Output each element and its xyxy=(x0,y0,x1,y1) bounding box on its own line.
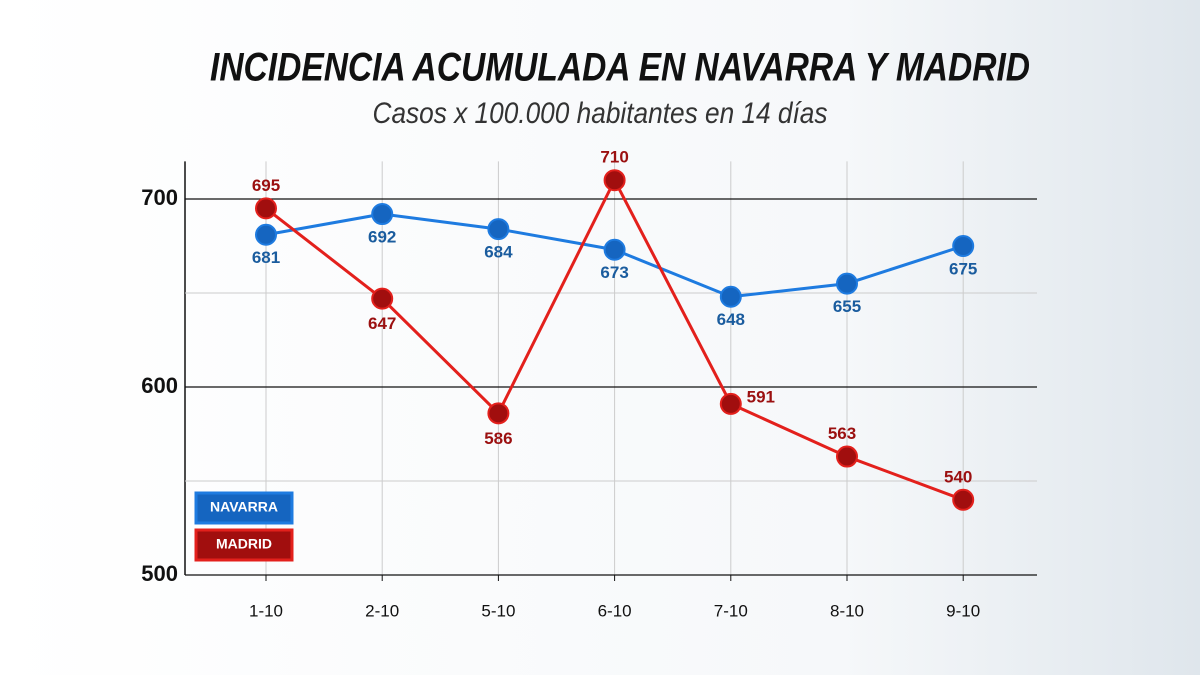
data-label: 591 xyxy=(747,387,775,406)
x-tick-label: 2-10 xyxy=(365,601,399,620)
chart-subtitle: Casos x 100.000 habitantes en 14 días xyxy=(373,97,828,130)
data-point xyxy=(836,272,858,295)
y-tick-label: 700 xyxy=(141,185,178,210)
y-tick-label: 500 xyxy=(141,561,178,586)
data-point xyxy=(371,287,394,310)
legend-label: MADRID xyxy=(216,536,272,552)
data-label: 692 xyxy=(368,228,396,247)
data-label: 673 xyxy=(600,263,628,282)
data-point xyxy=(487,218,510,241)
data-label: 655 xyxy=(833,297,861,316)
x-tick-label: 1-10 xyxy=(249,601,283,620)
data-point xyxy=(719,285,742,308)
series: 681 692 684 673 648 655 675 xyxy=(252,203,977,329)
data-point xyxy=(371,203,394,226)
data-label: 586 xyxy=(484,429,512,448)
data-point xyxy=(719,392,742,415)
data-point xyxy=(952,235,975,257)
data-point xyxy=(603,169,626,192)
legend-label: NAVARRA xyxy=(210,499,278,515)
data-point xyxy=(487,402,510,425)
data-point xyxy=(255,223,277,246)
x-tick-label: 9-10 xyxy=(946,601,980,620)
data-label: 675 xyxy=(949,259,977,278)
legend-box xyxy=(194,528,294,562)
data-point xyxy=(952,488,975,511)
data-label: 684 xyxy=(484,243,513,262)
x-tick-label: 5-10 xyxy=(481,601,515,620)
x-tick-label: 8-10 xyxy=(830,601,864,620)
series: 695 647 586 710 591 563 540 xyxy=(252,148,975,511)
chart-title: INCIDENCIA ACUMULADA EN NAVARRA Y MADRID xyxy=(210,46,1030,90)
data-label: 540 xyxy=(944,467,972,486)
data-label: 681 xyxy=(252,248,280,267)
data-label: 647 xyxy=(368,314,396,333)
x-tick-label: 6-10 xyxy=(598,601,632,620)
x-tick-label: 7-10 xyxy=(714,601,748,620)
data-label: 563 xyxy=(828,424,856,443)
data-label: 648 xyxy=(717,310,745,329)
data-point xyxy=(255,197,277,220)
data-point xyxy=(836,445,858,468)
data-point xyxy=(603,238,626,261)
data-label: 710 xyxy=(600,148,628,167)
legend-box xyxy=(194,491,294,525)
data-label: 695 xyxy=(252,176,280,195)
y-tick-label: 600 xyxy=(141,373,178,398)
